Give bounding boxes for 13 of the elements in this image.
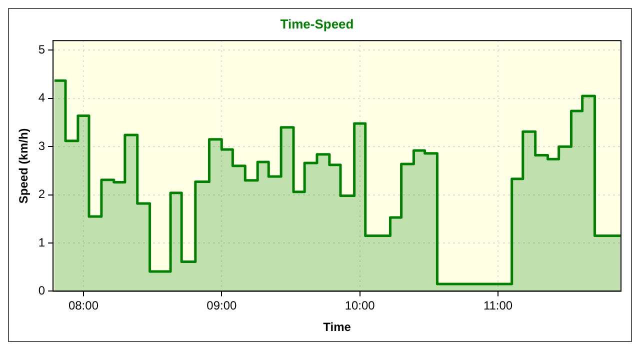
y-tick-label: 1	[38, 235, 46, 250]
x-tick-label: 10:00	[344, 298, 376, 313]
x-axis-title: Time	[323, 320, 352, 334]
chart-title: Time-Speed	[280, 16, 354, 32]
x-tick-label: 11:00	[483, 298, 513, 313]
x-tick-label: 08:00	[68, 298, 99, 313]
y-tick-label: 2	[38, 187, 46, 202]
x-tick-label: 09:00	[206, 298, 237, 313]
y-tick-label: 0	[38, 284, 46, 298]
y-tick-label: 4	[38, 90, 46, 105]
y-tick-label: 5	[38, 42, 46, 57]
y-axis-title: Speed (km/h)	[16, 128, 31, 204]
y-tick-label: 3	[38, 138, 46, 153]
